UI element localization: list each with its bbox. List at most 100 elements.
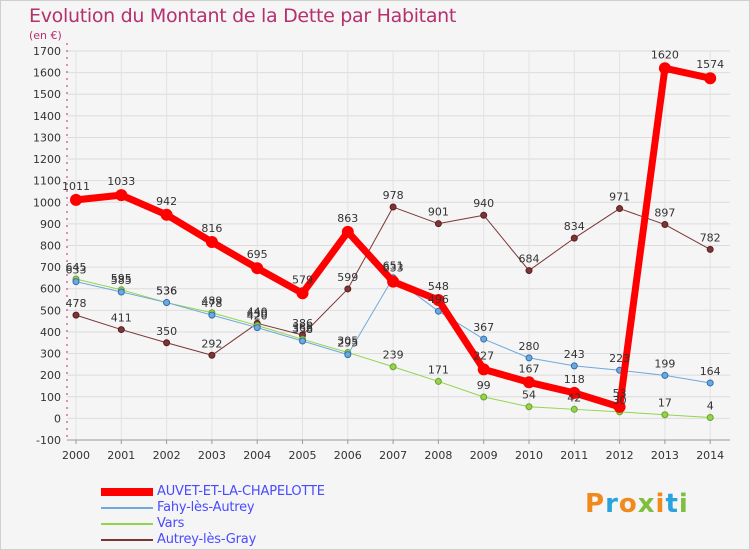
series-point-1	[163, 299, 171, 307]
data-label: 901	[428, 206, 449, 219]
y-tick-label: 1000	[33, 196, 61, 209]
series-point-0	[477, 363, 490, 376]
data-label: 292	[201, 337, 222, 350]
series-point-0	[251, 262, 264, 275]
data-label: 199	[654, 357, 675, 370]
data-label: 579	[292, 273, 313, 286]
y-tick-label: 1600	[33, 67, 61, 80]
series-point-0	[523, 376, 535, 389]
series-point-0	[387, 275, 400, 288]
x-tick-label: 2001	[107, 449, 135, 462]
data-label: 367	[473, 321, 494, 334]
legend-swatch	[101, 507, 153, 509]
data-label: 54	[522, 389, 536, 402]
series-point-2	[389, 363, 397, 371]
data-label: 350	[156, 325, 177, 338]
data-label: 536	[156, 285, 177, 298]
series-point-3	[344, 285, 352, 293]
data-label: 4	[707, 400, 714, 413]
y-tick-label: 300	[40, 348, 61, 361]
logo-letter: o	[618, 489, 638, 519]
data-label: 496	[428, 293, 449, 306]
y-tick-label: 0	[54, 412, 61, 425]
legend-swatch	[101, 523, 153, 525]
series-point-3	[117, 326, 125, 334]
series-point-0	[296, 287, 309, 300]
data-label: 633	[383, 262, 404, 275]
data-label: 1574	[696, 58, 724, 71]
series-point-1	[253, 324, 261, 332]
series-point-2	[480, 393, 488, 401]
data-label: 171	[428, 363, 449, 376]
series-point-3	[163, 339, 171, 347]
data-label: 940	[473, 197, 494, 210]
x-tick-label: 2012	[606, 449, 634, 462]
data-label: 548	[428, 280, 449, 293]
data-label: 42	[567, 391, 581, 404]
data-label: 167	[519, 362, 540, 375]
series-point-1	[480, 335, 488, 343]
x-tick-label: 2005	[289, 449, 317, 462]
x-tick-label: 2004	[243, 449, 271, 462]
series-point-0	[613, 400, 626, 413]
y-tick-label: 700	[40, 261, 61, 274]
data-label: 599	[337, 271, 358, 284]
data-label: 782	[700, 231, 721, 244]
legend-label: Vars	[157, 516, 185, 531]
x-tick-label: 2003	[198, 449, 226, 462]
series-point-0	[432, 293, 445, 306]
y-tick-label: 1700	[33, 45, 61, 58]
series-point-3	[480, 211, 488, 219]
series-point-3	[208, 351, 216, 359]
data-label: 478	[66, 297, 87, 310]
data-label: 971	[609, 191, 630, 204]
data-label: 978	[383, 189, 404, 202]
y-tick-label: 1400	[33, 110, 61, 123]
data-label: 227	[473, 349, 494, 362]
y-tick-label: 800	[40, 240, 61, 253]
x-tick-label: 2008	[424, 449, 452, 462]
data-label: 585	[111, 274, 132, 287]
data-label: 305	[337, 334, 358, 347]
series-point-0	[160, 208, 173, 221]
data-label: 386	[292, 317, 313, 330]
logo-letter: t	[665, 489, 679, 519]
series-point-2	[434, 377, 442, 385]
data-label: 420	[247, 310, 268, 323]
x-tick-label: 2007	[379, 449, 407, 462]
y-tick-label: 1500	[33, 88, 61, 101]
chart-title: Evolution du Montant de la Dette par Hab…	[29, 5, 457, 27]
series-point-2	[706, 414, 714, 422]
data-label: 358	[292, 323, 313, 336]
series-point-3	[389, 203, 397, 211]
data-label: 164	[700, 365, 721, 378]
series-point-1	[299, 337, 306, 345]
data-label: 897	[654, 207, 675, 220]
data-label: 1033	[107, 175, 135, 188]
series-point-3	[72, 311, 80, 319]
series-point-3	[616, 205, 624, 213]
y-tick-label: -100	[36, 434, 61, 447]
data-label: 834	[564, 220, 585, 233]
series-point-0	[341, 225, 354, 238]
series-point-0	[568, 386, 581, 399]
legend-swatch	[101, 488, 153, 496]
data-label: 280	[519, 340, 540, 353]
x-tick-label: 2000	[62, 449, 90, 462]
x-tick-label: 2014	[696, 449, 724, 462]
series-point-1	[117, 288, 125, 296]
x-tick-label: 2009	[470, 449, 498, 462]
series-point-2	[525, 403, 533, 411]
data-label: 440	[247, 305, 268, 318]
data-label: 478	[201, 297, 222, 310]
y-tick-label: 100	[40, 391, 61, 404]
legend-label: AUVET-ET-LA-CHAPELOTTE	[157, 484, 325, 499]
series-point-3	[661, 221, 669, 229]
data-label: 366	[292, 321, 313, 334]
data-label: 536	[156, 285, 177, 298]
data-label: 239	[383, 349, 404, 362]
y-tick-label: 1300	[33, 131, 61, 144]
data-label: 411	[111, 312, 132, 325]
legend-swatch	[101, 539, 153, 541]
